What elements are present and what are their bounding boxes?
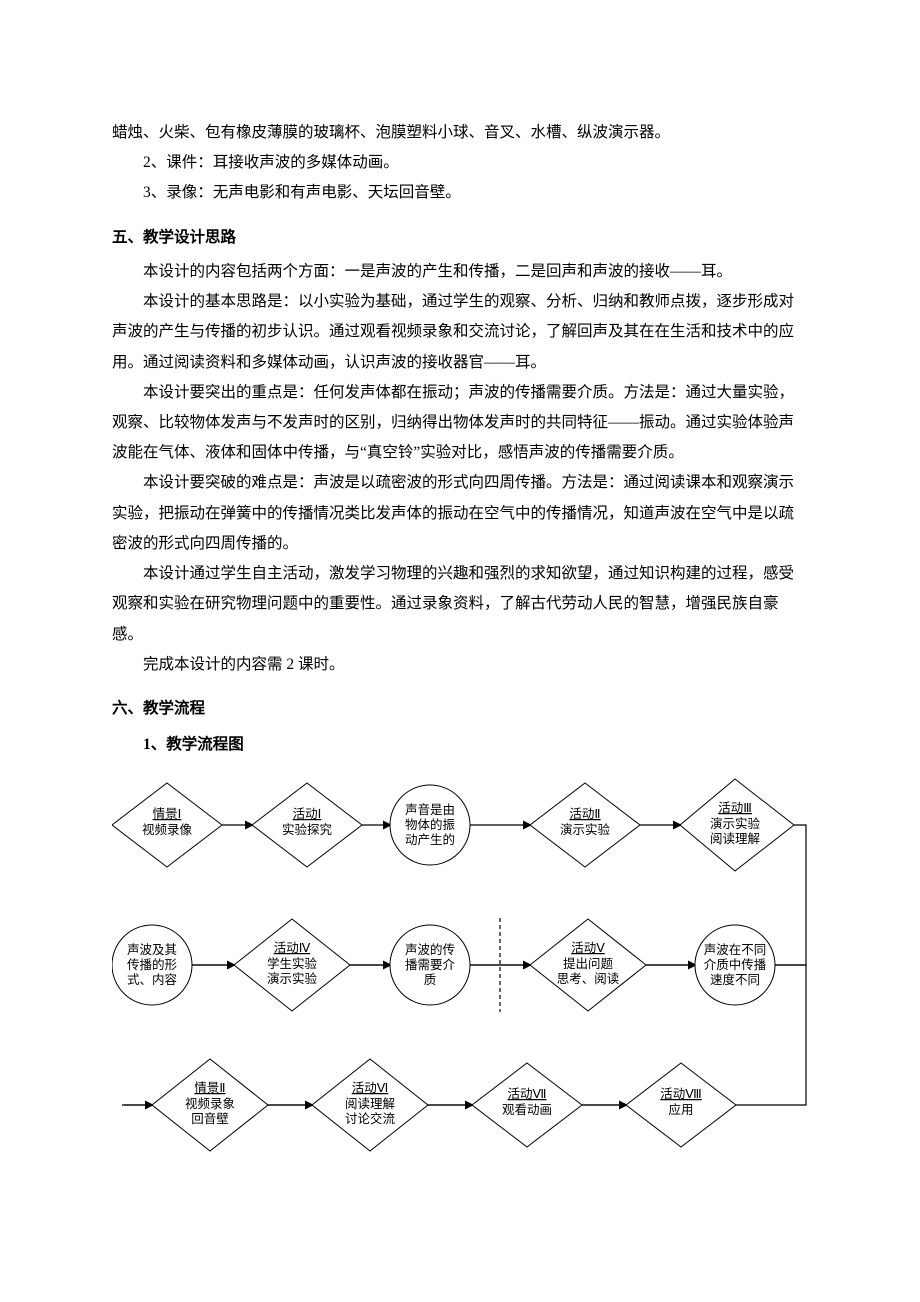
label-concept-sound-l2: 物体的振 [405,817,456,832]
label-activity7-title: 活动Ⅶ [508,1087,547,1101]
section5-p3: 本设计要突出的重点是：任何发声体都在振动；声波的传播需要介质。方法是：通过大量实… [112,378,808,469]
label-concept-sound-l1: 声音是由 [405,802,455,817]
label-activity2-title: 活动Ⅱ [569,807,600,821]
section5-p5: 本设计通过学生自主活动，激发学习物理的兴趣和强烈的求知欲望，通过知识构建的过程，… [112,559,808,650]
label-activity3-sub2: 阅读理解 [710,832,760,846]
document-page: 蜡烛、火柴、包有橡皮薄膜的玻璃杯、泡膜塑料小球、音叉、水槽、纵波演示器。 2、课… [0,0,920,1302]
label-concept-medium-l3: 质 [424,973,437,987]
label-activity4-sub1: 学生实验 [267,956,318,971]
section6-heading: 六、教学流程 [112,694,808,724]
section6-sub1: 1、教学流程图 [112,730,808,760]
label-activity3-title: 活动Ⅲ [718,801,752,815]
label-activity4-sub2: 演示实验 [267,971,318,986]
label-activity4-title: 活动Ⅳ [274,941,311,955]
section5-p6: 完成本设计的内容需 2 课时。 [112,650,808,680]
label-activity5-sub2: 思考、阅读 [557,972,620,986]
label-activity6-title: 活动Ⅵ [352,1081,389,1095]
label-scene2-sub1: 视频录象 [185,1096,235,1111]
section5-p4: 本设计要突破的难点是：声波是以疏密波的形式向四周传播。方法是：通过阅读课本和观察… [112,468,808,559]
label-scene2-title: 情景Ⅱ [194,1081,225,1095]
label-concept-wave-l3: 式、内容 [127,972,177,987]
teaching-flowchart: 情景Ⅰ 视频录像 活动Ⅰ 实验探究 声音是由 物体的振 动产生的 活动Ⅱ 演示实… [112,770,808,1166]
intro-line-materials: 蜡烛、火柴、包有橡皮薄膜的玻璃杯、泡膜塑料小球、音叉、水槽、纵波演示器。 [112,118,808,148]
label-activity5-sub1: 提出问题 [563,956,614,971]
label-activity8-title: 活动Ⅷ [660,1087,701,1101]
label-scene2-sub2: 回音壁 [191,1111,229,1126]
label-concept-medium-l1: 声波的传 [405,942,455,957]
intro-line-video: 3、录像：无声电影和有声电影、天坛回音壁。 [112,178,808,208]
section5-p1: 本设计的内容包括两个方面：一是声波的产生和传播，二是回声和声波的接收——耳。 [112,257,808,287]
label-concept-wave-l1: 声波及其 [127,943,177,957]
label-activity6-sub2: 讨论交流 [345,1111,396,1126]
label-activity2-sub: 演示实验 [560,822,611,837]
label-concept-speed-l3: 速度不同 [710,972,760,987]
label-activity1-title: 活动Ⅰ [293,807,322,821]
label-activity5-title: 活动Ⅴ [571,941,605,955]
label-activity1-sub: 实验探究 [282,822,333,837]
section5-p2: 本设计的基本思路是：以小实验为基础，通过学生的观察、分析、归纳和教师点拨，逐步形… [112,287,808,378]
label-activity7-sub: 观看动画 [502,1103,552,1117]
label-scene1-sub: 视频录像 [142,822,193,837]
label-scene1-title: 情景Ⅰ [153,807,182,821]
label-concept-speed-l1: 声波在不同 [704,943,767,957]
intro-line-courseware: 2、课件：耳接收声波的多媒体动画。 [112,148,808,178]
label-concept-sound-l3: 动产生的 [405,832,455,847]
section5-heading: 五、教学设计思路 [112,223,808,253]
label-activity8-sub: 应用 [668,1102,693,1117]
label-concept-speed-l2: 介质中传播 [704,957,767,972]
label-activity6-sub1: 阅读理解 [345,1097,395,1111]
label-activity3-sub1: 演示实验 [710,816,761,831]
label-concept-wave-l2: 传播的形 [127,957,178,972]
label-concept-medium-l2: 播需要介 [405,958,456,972]
